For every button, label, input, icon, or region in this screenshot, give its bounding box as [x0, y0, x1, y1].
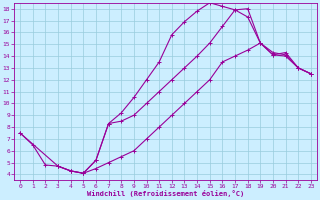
- X-axis label: Windchill (Refroidissement éolien,°C): Windchill (Refroidissement éolien,°C): [87, 190, 244, 197]
